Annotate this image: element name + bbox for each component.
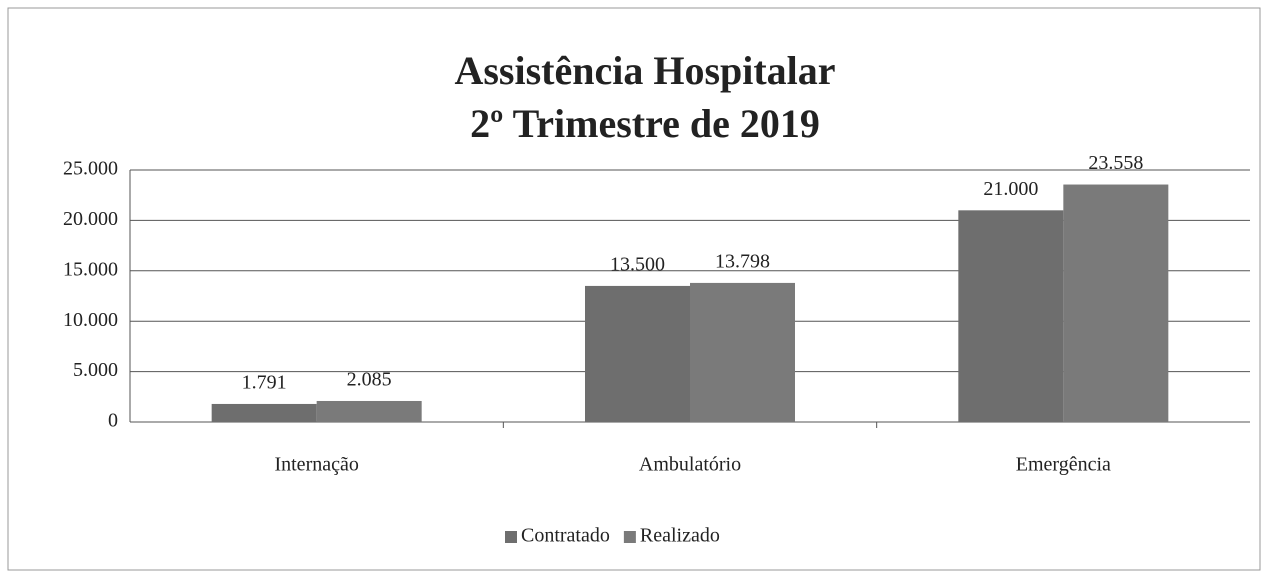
data-label: 1.791: [242, 372, 287, 394]
x-tick-label: Emergência: [1016, 454, 1111, 476]
legend-swatch: [505, 531, 517, 543]
y-tick-label: 10.000: [63, 309, 118, 331]
bar: [958, 210, 1064, 422]
chart-title: 2º Trimestre de 2019: [470, 101, 820, 146]
y-tick-label: 15.000: [63, 258, 118, 280]
data-label: 21.000: [983, 178, 1038, 200]
y-tick-label: 5.000: [73, 359, 118, 381]
legend-label: Contratado: [521, 525, 610, 547]
bar: [316, 400, 422, 422]
data-label: 2.085: [347, 369, 392, 391]
x-tick-label: Internação: [274, 454, 358, 476]
data-label: 13.500: [610, 254, 665, 276]
data-label: 13.798: [715, 251, 770, 273]
data-label: 23.558: [1088, 152, 1143, 174]
y-tick-label: 0: [108, 410, 118, 432]
bar: [585, 285, 690, 422]
bar: [1063, 184, 1169, 422]
x-tick-label: Ambulatório: [639, 454, 741, 476]
bar: [211, 403, 317, 422]
chart-title: Assistência Hospitalar: [454, 48, 835, 93]
y-tick-label: 25.000: [63, 158, 118, 180]
legend-label: Realizado: [640, 525, 720, 547]
legend-swatch: [623, 531, 636, 543]
y-tick-label: 20.000: [63, 208, 118, 230]
bar: [690, 282, 795, 422]
